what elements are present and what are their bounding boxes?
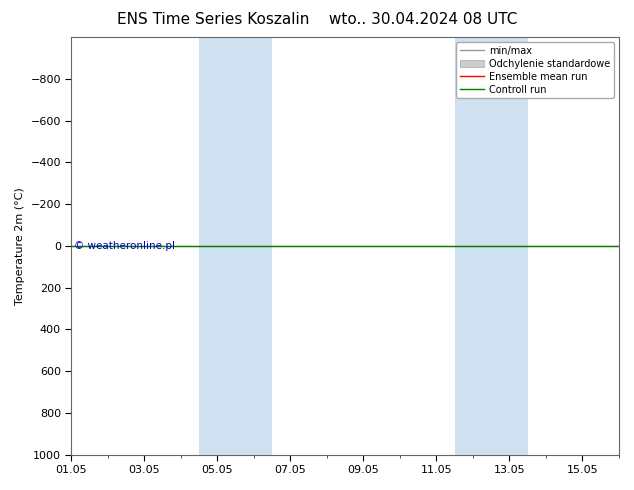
- Text: ENS Time Series Koszalin    wto.. 30.04.2024 08 UTC: ENS Time Series Koszalin wto.. 30.04.202…: [117, 12, 517, 27]
- Text: © weatheronline.pl: © weatheronline.pl: [74, 241, 175, 251]
- Legend: min/max, Odchylenie standardowe, Ensemble mean run, Controll run: min/max, Odchylenie standardowe, Ensembl…: [456, 42, 614, 98]
- Bar: [455, 37, 527, 455]
- Y-axis label: Temperature 2m (°C): Temperature 2m (°C): [15, 187, 25, 305]
- Bar: [199, 37, 272, 455]
